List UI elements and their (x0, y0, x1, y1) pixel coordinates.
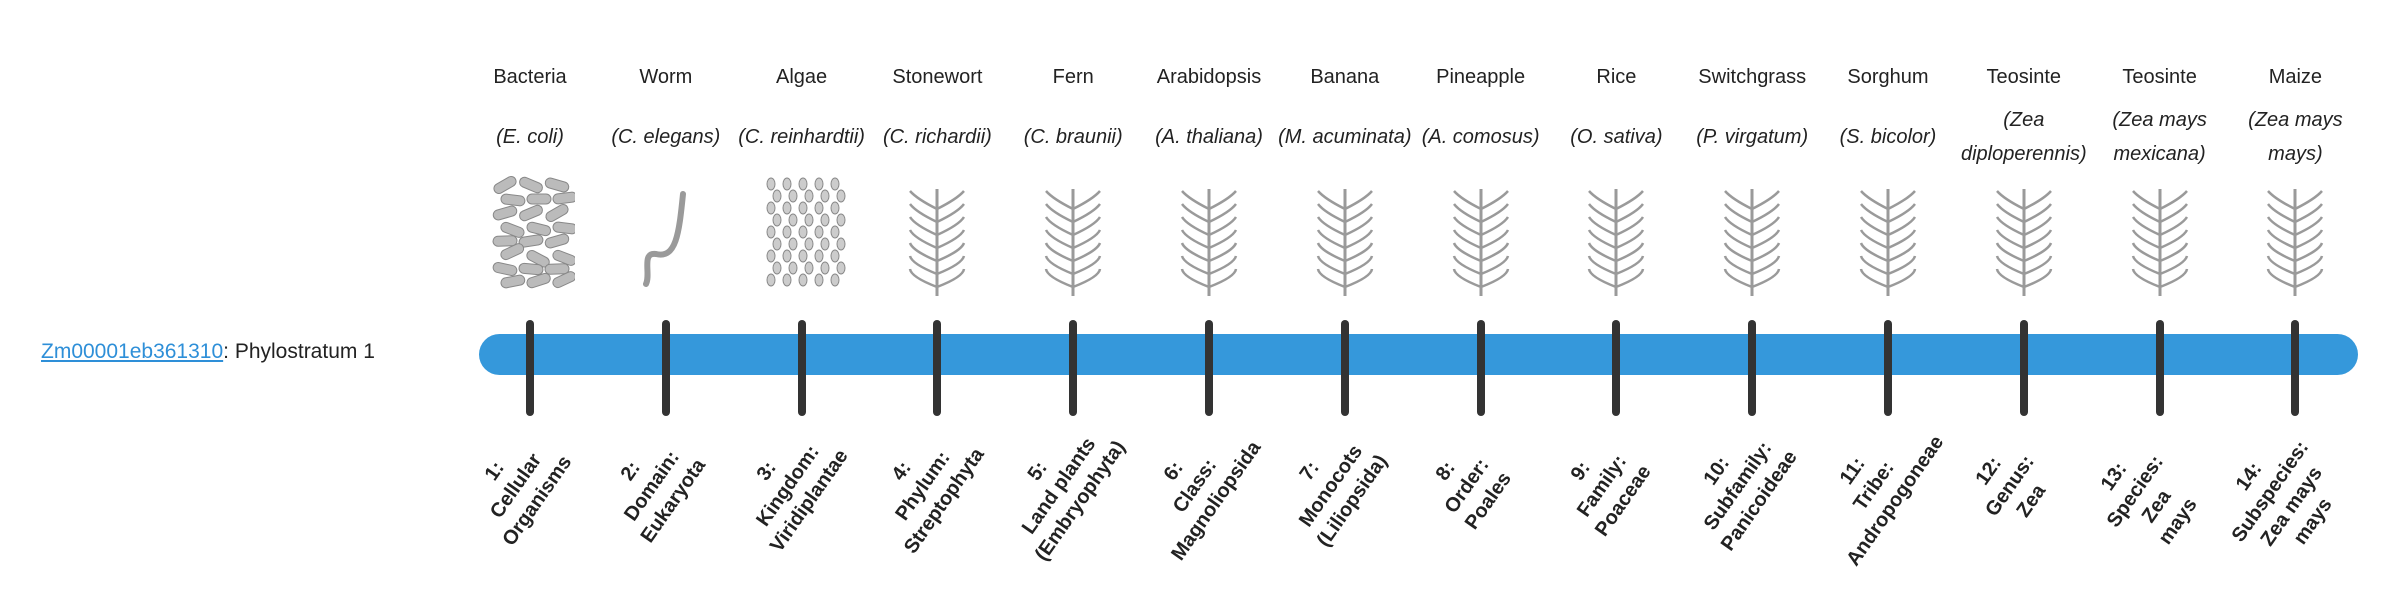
phylostratum-tick (2291, 320, 2300, 416)
scientific-name-text: (S. bicolor) (1839, 126, 1937, 148)
phylostratum-tick (933, 320, 942, 416)
rice-illustration-icon (1571, 174, 1661, 298)
sorghum-illustration-icon (1843, 174, 1933, 298)
scientific-name-text: (A. thaliana) (1155, 126, 1263, 148)
teosinte-illustration-icon (1979, 174, 2069, 298)
organism-scientific-name: (S. bicolor) (1820, 104, 1956, 170)
scientific-name-text: (Zea mays mexicana) (2112, 109, 2207, 165)
phylostratum-label: 8: Order: Poales (1431, 454, 1516, 534)
phylostratum-tick (1476, 320, 1485, 416)
bacteria-illustration-icon (485, 174, 578, 298)
organism-common-name: Arabidopsis (1156, 66, 1262, 88)
arabidopsis-illustration-icon (1164, 174, 1254, 298)
fern-illustration-icon (1028, 174, 1118, 298)
organism-common-name: Stonewort (892, 66, 983, 88)
scientific-name-text: (C. reinhardtii) (738, 126, 865, 148)
scientific-name-text: (P. virgatum) (1696, 126, 1809, 148)
organism-scientific-name: (E. coli) (462, 104, 598, 170)
phylostratum-label: 9: Family: Poaceae (1566, 451, 1656, 541)
stonewort-illustration-icon (892, 174, 982, 298)
organism-scientific-name: (Zea mays mays) (2227, 104, 2363, 170)
scientific-name-text: (C. richardii) (882, 126, 992, 148)
maize-illustration-icon (2250, 174, 2340, 298)
banana-illustration-icon (1300, 174, 1390, 298)
organism-scientific-name: (A. comosus) (1413, 104, 1549, 170)
organism-common-name: Pineapple (1436, 66, 1526, 88)
phylostratum-label: 11: Tribe: Andropogoneae (1835, 431, 1949, 571)
phylostratum-label: 4: Phylum: Streptophyta (887, 444, 990, 558)
phylostratum-text: : Phylostratum 1 (223, 340, 375, 363)
phylostratum-tick (1205, 320, 1213, 416)
teosinte-illustration-icon (2115, 174, 2205, 298)
phylostratum-label: 1: Cellular Organisms (480, 449, 577, 551)
phylostrata-timeline-bar (479, 334, 2358, 375)
phylostratum-label: 6: Class: Magnoliopsida (1159, 437, 1266, 565)
organism-common-name: Bacteria (493, 66, 567, 88)
organism-common-name: Algae (776, 66, 828, 88)
switchgrass-illustration-icon (1707, 174, 1797, 298)
phylostratum-tick (1069, 320, 1078, 416)
phylostratum-tick (2155, 320, 2164, 416)
organism-common-name: Banana (1310, 66, 1380, 88)
organism-scientific-name: (C. elegans) (598, 104, 734, 170)
phylostratum-tick (661, 320, 670, 416)
organism-common-name: Teosinte (2122, 66, 2197, 88)
scientific-name-text: (C. elegans) (611, 126, 721, 148)
organism-common-name: Teosinte (1986, 66, 2062, 88)
phylostratum-label: 10: Subfamily: Panicoideae (1699, 437, 1802, 556)
phylostratum-tick (526, 320, 534, 416)
phylostratum-label: 3: Kingdom: Viridiplantae (751, 441, 853, 557)
organism-common-name: Worm (639, 66, 693, 88)
scientific-name-text: (E. coli) (496, 126, 564, 148)
organism-scientific-name: (Zea mays mexicana) (2092, 104, 2228, 170)
algae-illustration-icon (757, 174, 847, 298)
phylostratum-label: 14: Subspecies: Zea mays mays (2227, 436, 2338, 551)
organism-common-name: Switchgrass (1698, 66, 1807, 88)
organism-scientific-name: (Zea diploperennis) (1956, 104, 2092, 170)
organism-common-name: Maize (2268, 66, 2323, 88)
phylostratum-label: 7: Monocots (Liliopsida) (1294, 441, 1392, 551)
phylostratum-label: 5: Land plants (Embryophyta) (1017, 433, 1130, 566)
organism-scientific-name: (C. braunii) (1005, 104, 1141, 170)
scientific-name-text: (C. braunii) (1023, 126, 1123, 148)
scientific-name-text: (O. sativa) (1570, 126, 1663, 148)
phylostratum-tick (797, 320, 806, 416)
gene-id-link[interactable]: Zm00001eb361310 (41, 340, 224, 363)
organism-common-name: Sorghum (1847, 66, 1929, 88)
organism-scientific-name: (A. thaliana) (1141, 104, 1277, 170)
phylostratum-tick (1340, 320, 1349, 416)
phylostratum-tick (1748, 320, 1757, 416)
organism-common-name: Fern (1052, 66, 1094, 88)
phylostratum-tick (1884, 320, 1892, 416)
scientific-name-text: (Zea diploperennis) (1960, 109, 2087, 165)
phylostratum-label: 2: Domain: Eukaryota (616, 446, 710, 547)
scientific-name-text: (M. acuminata) (1278, 126, 1412, 148)
phylostratum-tick (1612, 320, 1621, 416)
scientific-name-text: (Zea mays mays) (2248, 109, 2343, 165)
pineapple-illustration-icon (1436, 174, 1526, 298)
organism-scientific-name: (P. virgatum) (1684, 104, 1820, 170)
organism-scientific-name: (C. reinhardtii) (734, 104, 870, 170)
gene-label: Zm00001eb361310: Phylostratum 1 (41, 340, 375, 364)
scientific-name-text: (A. comosus) (1421, 126, 1540, 148)
organism-scientific-name: (M. acuminata) (1277, 104, 1413, 170)
organism-scientific-name: (C. richardii) (869, 104, 1005, 170)
worm-illustration-icon (621, 174, 711, 298)
phylostratum-tick (2019, 320, 2028, 416)
organism-scientific-name: (O. sativa) (1548, 104, 1684, 170)
organism-common-name: Rice (1596, 66, 1637, 88)
